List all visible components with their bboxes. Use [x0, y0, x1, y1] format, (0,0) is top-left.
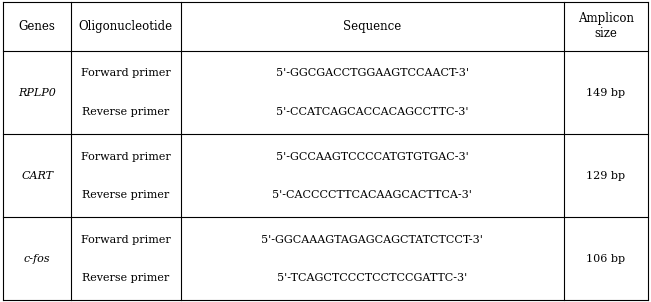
Text: 106 bp: 106 bp: [587, 254, 626, 264]
Text: Amplicon
size: Amplicon size: [578, 12, 634, 40]
Text: CART: CART: [21, 171, 53, 181]
Text: Forward primer: Forward primer: [81, 235, 171, 245]
Text: Forward primer: Forward primer: [81, 69, 171, 79]
Text: 5'-GGCAAAGTAGAGCAGCTATCTCCT-3': 5'-GGCAAAGTAGAGCAGCTATCTCCT-3': [262, 235, 483, 245]
Text: 5'-CCATCAGCACCACAGCCTTC-3': 5'-CCATCAGCACCACAGCCTTC-3': [276, 107, 469, 117]
Text: Sequence: Sequence: [343, 20, 402, 33]
Text: 5'-GGCGACCTGGAAGTCCAACT-3': 5'-GGCGACCTGGAAGTCCAACT-3': [276, 69, 469, 79]
Text: 149 bp: 149 bp: [587, 88, 626, 98]
Text: Oligonucleotide: Oligonucleotide: [79, 20, 173, 33]
Text: Reverse primer: Reverse primer: [82, 273, 169, 283]
Text: Reverse primer: Reverse primer: [82, 190, 169, 200]
Text: Reverse primer: Reverse primer: [82, 107, 169, 117]
Text: 5'-GCCAAGTCCCCATGTGTGAC-3': 5'-GCCAAGTCCCCATGTGTGAC-3': [276, 152, 469, 162]
Text: 5'-CACCCCTTCACAAGCACTTCA-3': 5'-CACCCCTTCACAAGCACTTCA-3': [273, 190, 473, 200]
Text: 129 bp: 129 bp: [587, 171, 626, 181]
Text: c-fos: c-fos: [24, 254, 51, 264]
Text: Genes: Genes: [19, 20, 55, 33]
Text: Forward primer: Forward primer: [81, 152, 171, 162]
Text: 5'-TCAGCTCCCTCCTCCGATTC-3': 5'-TCAGCTCCCTCCTCCGATTC-3': [277, 273, 467, 283]
Text: RPLP0: RPLP0: [18, 88, 56, 98]
